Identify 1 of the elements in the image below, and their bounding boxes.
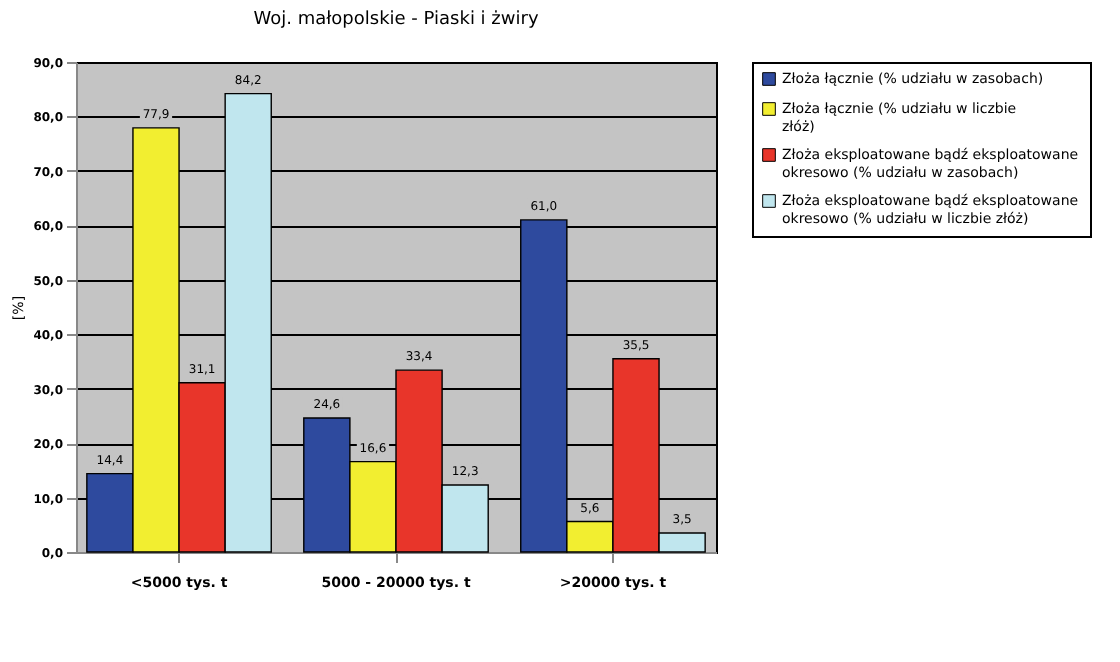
chart-title: Woj. małopolskie - Piaski i żwiry — [253, 10, 540, 30]
